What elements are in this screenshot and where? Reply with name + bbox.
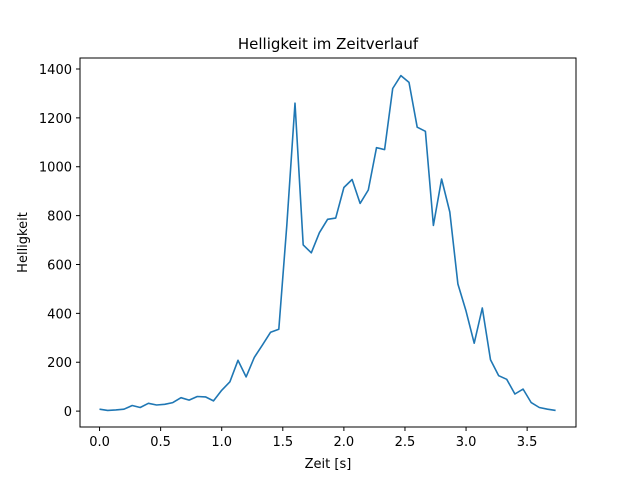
- y-tick-label: 400: [47, 307, 72, 322]
- y-axis-title: Helligkeit: [16, 212, 31, 273]
- plot-area: [99, 74, 556, 412]
- x-tick-label: 3.5: [517, 435, 538, 450]
- chart-title: Helligkeit im Zeitverlauf: [238, 35, 419, 53]
- x-axis: 0.0 0.5 1.0 1.5 2.0 2.5 3.0 3.5: [89, 427, 537, 450]
- x-tick-label: 0.0: [89, 435, 110, 450]
- x-tick-label: 3.0: [456, 435, 477, 450]
- y-tick-label: 1200: [39, 112, 72, 127]
- x-tick-label: 2.0: [334, 435, 355, 450]
- x-tick-label: 0.5: [150, 435, 171, 450]
- y-axis: 0 200 400 600 800 1000 1200 1400: [39, 63, 80, 420]
- x-axis-title: Zeit [s]: [305, 457, 352, 472]
- series-line-0: [99, 74, 556, 412]
- x-tick-label: 1.5: [272, 435, 293, 450]
- y-tick-label: 600: [47, 258, 72, 273]
- y-tick-label: 800: [47, 210, 72, 225]
- plot-frame: [79, 57, 577, 428]
- y-tick-label: 0: [64, 405, 72, 420]
- x-tick-label: 1.0: [211, 435, 232, 450]
- x-tick-label: 2.5: [395, 435, 416, 450]
- y-tick-label: 1000: [39, 161, 72, 176]
- y-tick-label: 200: [47, 356, 72, 371]
- y-tick-label: 1400: [39, 63, 72, 78]
